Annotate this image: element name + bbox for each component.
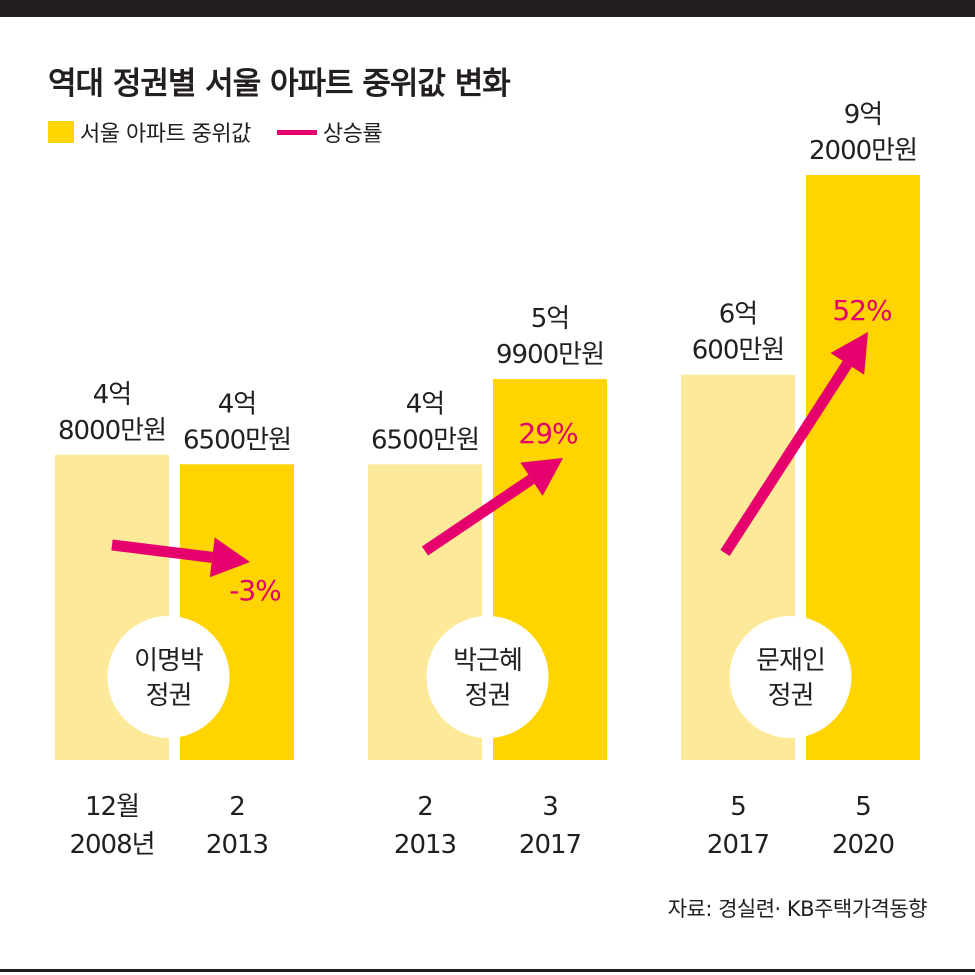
change-arrow	[720, 360, 852, 556]
change-label: -3%	[229, 574, 281, 607]
bar-value-label: 9900만원	[496, 340, 604, 370]
x-tick-label: 2008년	[69, 830, 154, 860]
administration-label: 정권	[465, 681, 511, 711]
x-tick-label: 5	[855, 792, 871, 822]
legend: 서울 아파트 중위값 상승률	[48, 117, 383, 147]
bar-value-label: 4억	[406, 389, 444, 419]
administration-label: 정권	[146, 681, 192, 711]
bar-value-label: 5억	[531, 304, 569, 334]
administration-label: 정권	[768, 681, 814, 711]
administration-circle	[729, 616, 852, 738]
bar-value-label: 6500만원	[183, 425, 291, 455]
change-arrow	[421, 474, 535, 556]
legend-bar-label: 서울 아파트 중위값	[80, 122, 251, 147]
bar-value-label: 6500만원	[371, 425, 479, 455]
x-tick-label: 2017	[707, 830, 769, 860]
x-tick-label: 2	[229, 792, 245, 822]
x-tick-label: 3	[542, 792, 558, 822]
change-arrow-head	[209, 537, 250, 578]
top-bar	[0, 0, 975, 17]
x-tick-label: 2020	[832, 830, 894, 860]
bar-value-label: 4억	[93, 380, 131, 410]
administration-label: 이명박	[134, 646, 203, 676]
x-tick-label: 2017	[519, 830, 581, 860]
x-tick-label: 5	[730, 792, 746, 822]
administration-label: 문재인	[756, 646, 825, 676]
administration-circle	[107, 616, 230, 738]
legend-line-swatch	[276, 129, 317, 135]
source-note: 자료: 경실련· KB주택가격동향	[667, 897, 928, 921]
administration-circle	[426, 616, 549, 738]
change-arrow	[111, 539, 213, 563]
change-label: 29%	[518, 417, 578, 450]
x-tick-label: 12월	[85, 792, 139, 822]
bar-value-label: 4억	[218, 389, 256, 419]
bar-value-label: 8000만원	[58, 416, 166, 446]
legend-line-label: 상승률	[322, 122, 383, 147]
legend-bar-swatch	[48, 121, 74, 143]
x-tick-label: 2	[417, 792, 433, 822]
x-tick-label: 2013	[394, 830, 456, 860]
administration-label: 박근혜	[453, 646, 522, 676]
bar-value-label: 9억	[844, 100, 882, 130]
change-arrow-head	[520, 458, 563, 496]
bar-value-label: 6억	[719, 300, 757, 330]
bottom-rule	[0, 969, 975, 972]
change-label: 52%	[832, 294, 892, 327]
change-arrow-head	[830, 332, 868, 375]
chart-title: 역대 정권별 서울 아파트 중위값 변화	[48, 66, 511, 102]
bar-value-label: 2000만원	[809, 136, 917, 166]
bar-value-label: 600만원	[692, 336, 784, 366]
x-tick-label: 2013	[206, 830, 268, 860]
